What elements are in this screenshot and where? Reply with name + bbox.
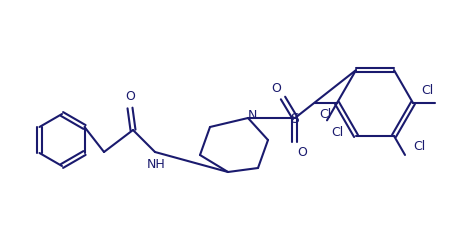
Text: O: O bbox=[296, 146, 307, 158]
Text: Cl: Cl bbox=[330, 126, 342, 139]
Text: Cl: Cl bbox=[318, 109, 331, 121]
Text: Cl: Cl bbox=[412, 141, 424, 153]
Text: N: N bbox=[247, 109, 256, 123]
Text: O: O bbox=[125, 91, 135, 104]
Text: NH: NH bbox=[146, 158, 165, 170]
Text: O: O bbox=[270, 81, 280, 94]
Text: S: S bbox=[290, 112, 299, 126]
Text: Cl: Cl bbox=[420, 84, 432, 98]
